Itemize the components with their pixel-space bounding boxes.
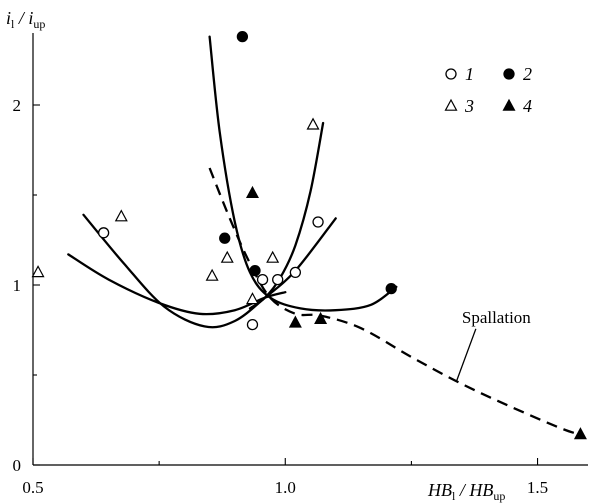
annotation-pointer bbox=[456, 328, 477, 381]
data-point-series-3 bbox=[205, 268, 219, 281]
legend-label-series-2: 2 bbox=[523, 64, 532, 84]
x-tick-label: 1.0 bbox=[275, 478, 296, 497]
data-point-series-4 bbox=[573, 427, 587, 440]
data-point-series-2 bbox=[385, 282, 397, 295]
legend-label-series-3: 3 bbox=[464, 96, 474, 116]
legend-marker-series-3 bbox=[444, 98, 458, 111]
data-point-series-3 bbox=[245, 292, 259, 305]
data-point-series-3 bbox=[220, 250, 234, 263]
x-tick-label: 0.5 bbox=[22, 478, 43, 497]
y-tick-label: 2 bbox=[13, 96, 22, 115]
legend-marker-series-4 bbox=[502, 98, 516, 111]
legend-marker-series-1 bbox=[445, 68, 457, 80]
y-tick-label: 0 bbox=[13, 456, 22, 475]
data-point-series-2 bbox=[219, 232, 231, 244]
legend: 1 2 3 4 bbox=[444, 64, 532, 116]
legend-marker-series-2 bbox=[503, 68, 515, 80]
data-point-series-3 bbox=[114, 209, 128, 222]
data-point-series-3 bbox=[31, 265, 45, 278]
y-axis-title: il / iup bbox=[6, 8, 45, 31]
x-axis-title: HBl / HBup bbox=[427, 480, 505, 503]
data-point-series-4 bbox=[288, 315, 302, 328]
data-point-series-2 bbox=[236, 30, 249, 43]
annotations: Spallation bbox=[456, 308, 531, 381]
data-point-series-1 bbox=[246, 318, 259, 331]
data-points bbox=[31, 30, 587, 440]
data-point-series-3 bbox=[306, 117, 320, 130]
data-point-series-2 bbox=[249, 264, 261, 277]
legend-label-series-4: 4 bbox=[523, 96, 532, 116]
fitted-curve-1 bbox=[67, 253, 287, 316]
data-point-series-1 bbox=[312, 216, 324, 228]
data-point-series-4 bbox=[314, 311, 328, 324]
spallation-curve bbox=[208, 167, 581, 436]
y-tick-label: 1 bbox=[13, 276, 22, 295]
axes bbox=[32, 33, 588, 466]
ticks: 0.5 1.0 1.5 0 1 2 bbox=[13, 96, 549, 497]
x-tick-label: 1.5 bbox=[527, 478, 548, 497]
annotation-label: Spallation bbox=[462, 308, 531, 327]
data-point-series-4 bbox=[245, 185, 259, 198]
data-point-series-3 bbox=[266, 250, 280, 263]
data-point-series-1 bbox=[97, 227, 110, 239]
legend-label-series-1: 1 bbox=[465, 64, 474, 84]
data-point-series-1 bbox=[289, 266, 302, 279]
data-point-series-1 bbox=[272, 273, 284, 286]
fitted-curve-3 bbox=[208, 35, 398, 312]
fitted-curve-4 bbox=[248, 121, 325, 310]
fitted-curves bbox=[67, 35, 581, 436]
data-point-series-1 bbox=[256, 273, 269, 286]
